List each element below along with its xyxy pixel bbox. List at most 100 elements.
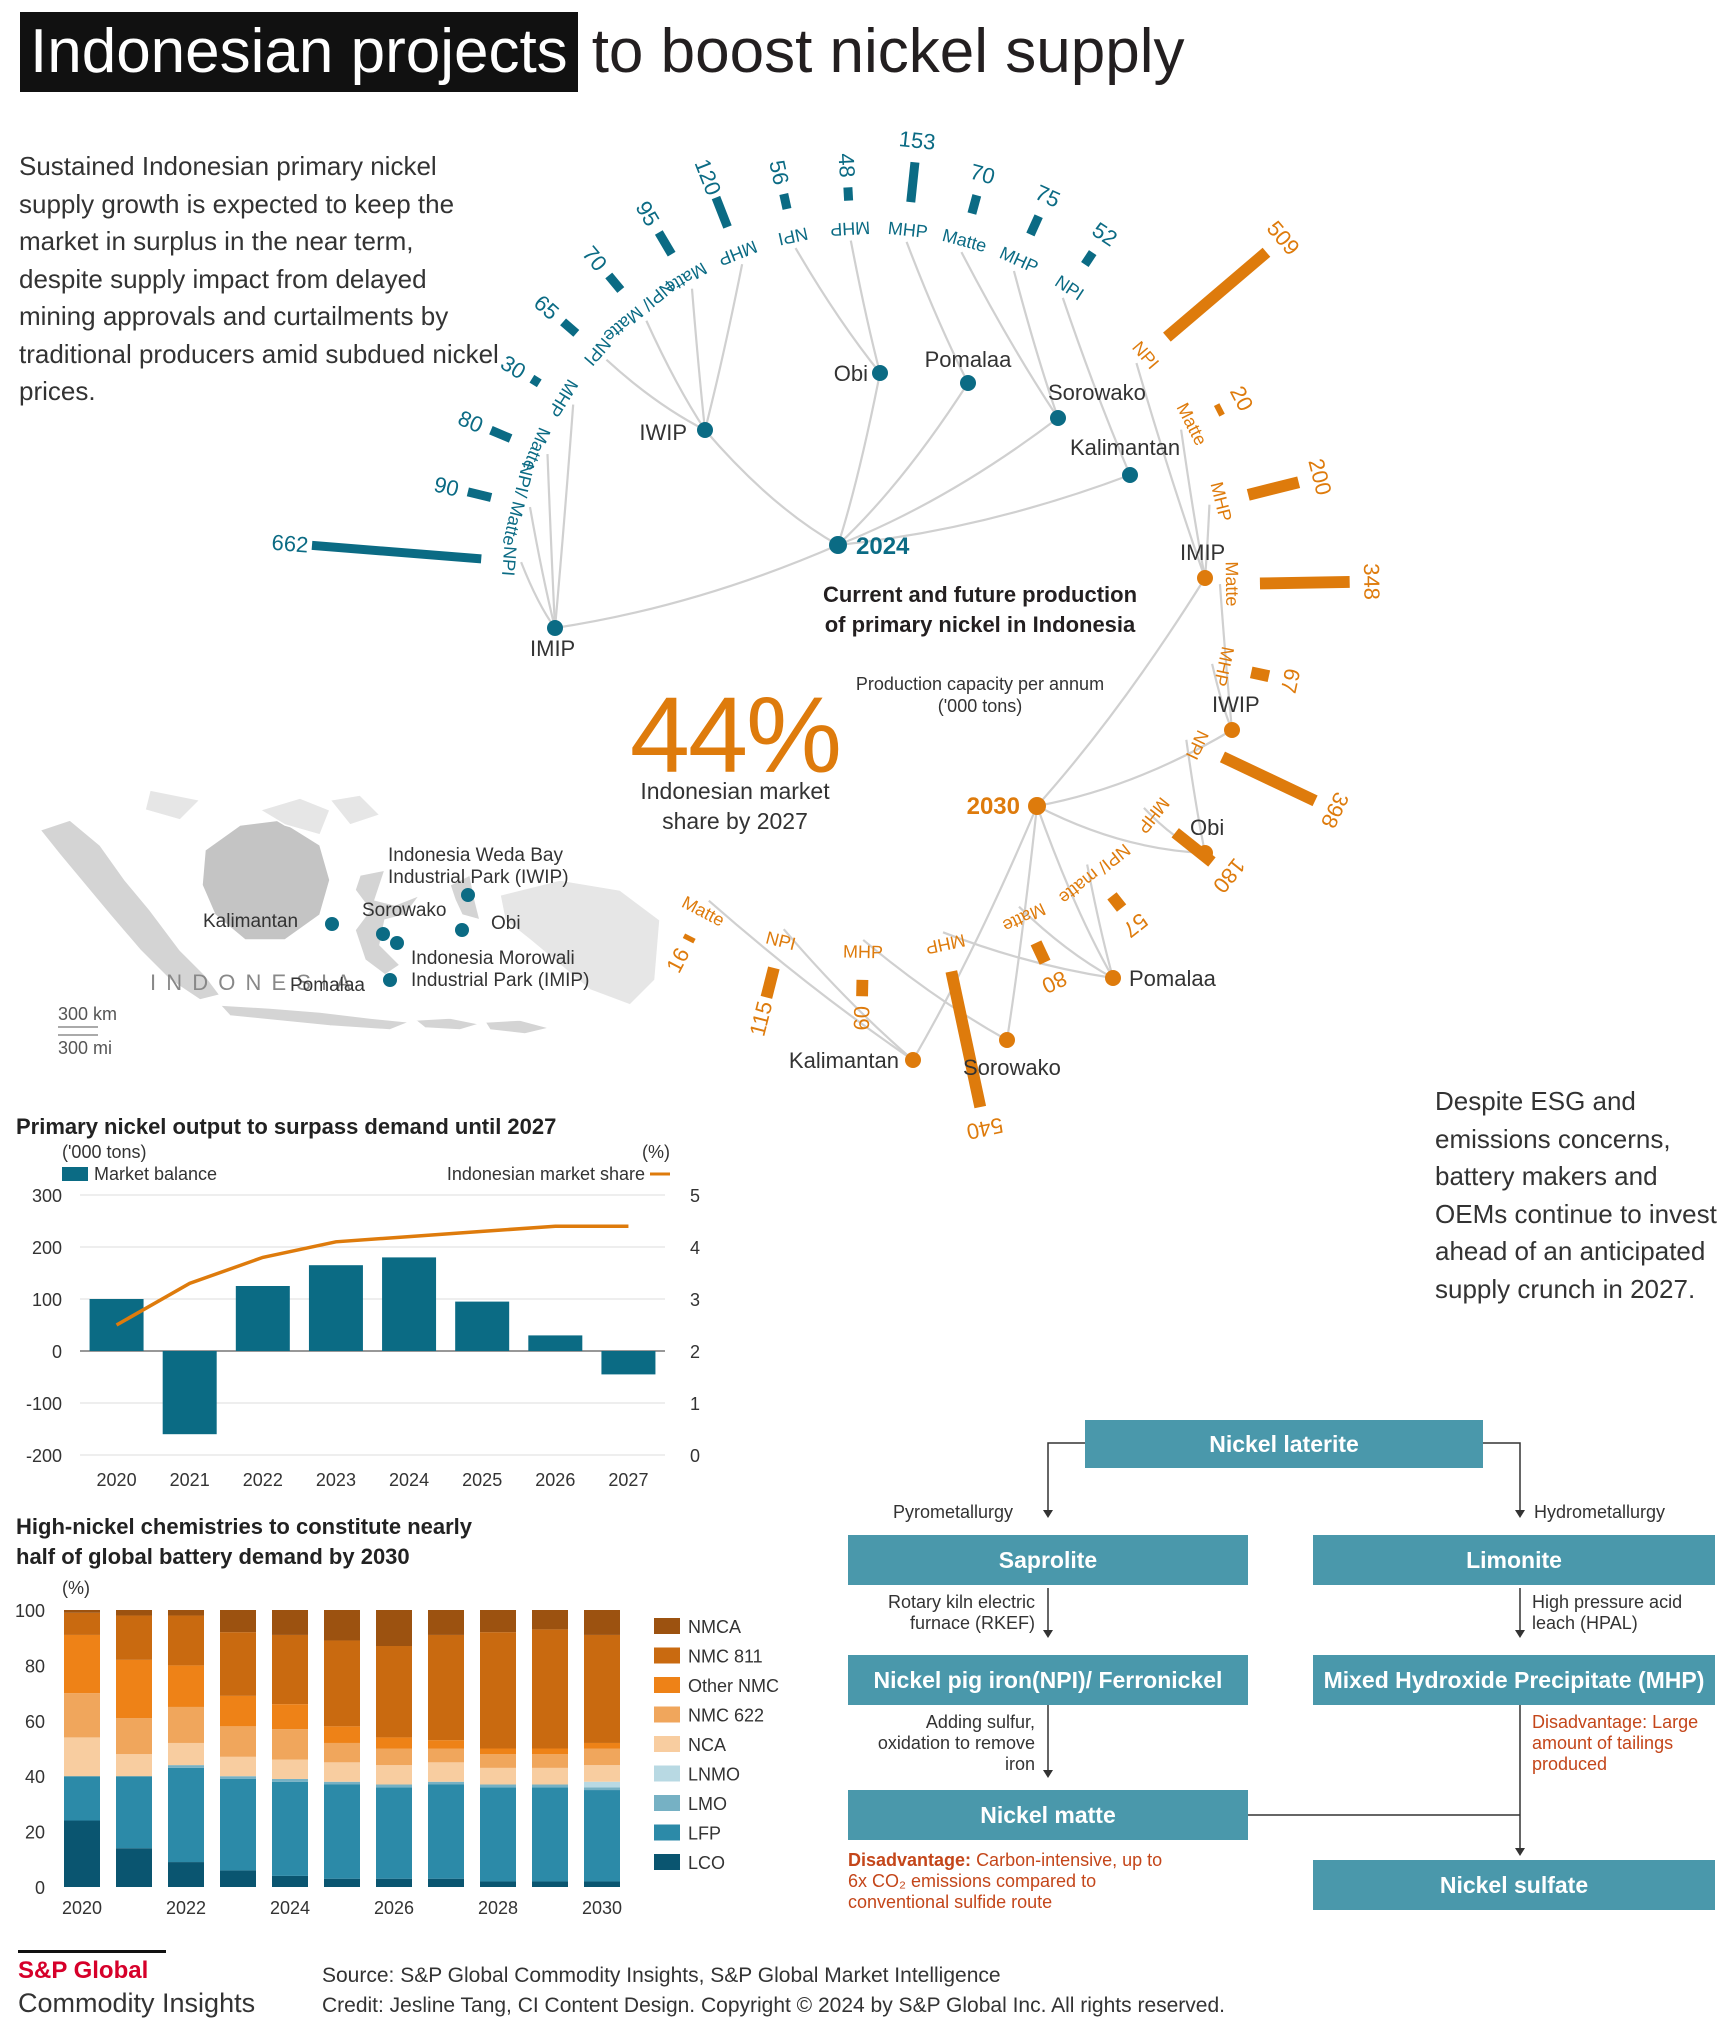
bar-2024-13 bbox=[1081, 250, 1097, 267]
connector-2030-8 bbox=[1018, 905, 1114, 979]
site-link-2030-IWIP bbox=[1036, 729, 1233, 808]
bar-2024-0 bbox=[311, 540, 482, 564]
connector-2024-13 bbox=[1061, 297, 1132, 476]
map-markers bbox=[325, 888, 475, 987]
battery-y-tick-2: 60 bbox=[25, 1712, 45, 1732]
value-label-2030-7: 57 bbox=[1118, 908, 1153, 943]
battery-seg-2030-NMC-811 bbox=[584, 1634, 620, 1743]
battery-seg-2029-LCO bbox=[532, 1881, 568, 1887]
value-label-2024-7: 120 bbox=[690, 155, 727, 198]
battery-seg-2028-NMCA bbox=[480, 1610, 516, 1633]
connector-2024-5 bbox=[645, 320, 706, 431]
y2-tick-3: 20 bbox=[690, 1342, 700, 1362]
map-label-pomalaa: Pomalaa bbox=[290, 975, 365, 996]
site-label-2030-IWIP: IWIP bbox=[1212, 692, 1260, 717]
connector-2030-0 bbox=[1135, 362, 1207, 579]
battery-seg-2025-LCO bbox=[324, 1878, 360, 1887]
bar-group-2024-1: 90 NPI/ Matte bbox=[432, 461, 538, 548]
connector-2024-11 bbox=[960, 251, 1059, 419]
battery-seg-2022-NMC-811 bbox=[168, 1615, 204, 1666]
site-link-2024-Obi bbox=[836, 372, 882, 546]
map-label-imip: Indonesia Morowali Industrial Park (IMIP… bbox=[411, 948, 590, 991]
value-label-2030-2: 200 bbox=[1303, 456, 1336, 498]
type-label-2030-2: MHP bbox=[1206, 480, 1235, 524]
scale-km-label: 300 km bbox=[58, 1004, 117, 1024]
marker-pomalaa bbox=[383, 973, 397, 987]
bar-2030-1 bbox=[1213, 403, 1225, 417]
bar-2024-1 bbox=[466, 487, 493, 502]
battery-seg-2030-LCO bbox=[584, 1881, 620, 1887]
legend-swatch-LFP bbox=[654, 1824, 680, 1841]
battery-seg-2020-NMC-811 bbox=[64, 1612, 100, 1635]
scale-mi-label: 300 mi bbox=[58, 1038, 112, 1058]
site-dot-2030-Pomalaa bbox=[1105, 970, 1121, 986]
x-tick-2027: 2027 bbox=[608, 1470, 648, 1490]
bar-2024-4 bbox=[560, 318, 580, 337]
type-label-2030-11: NPI bbox=[764, 927, 798, 954]
battery-seg-2026-NMC-811 bbox=[376, 1646, 412, 1738]
y-tick-4: -100 bbox=[26, 1394, 62, 1414]
site-label-2024-Obi: Obi bbox=[834, 361, 868, 386]
site-label-2024-Sorowako: Sorowako bbox=[1048, 380, 1146, 405]
type-label-2030-12: Matte bbox=[679, 892, 728, 930]
type-label-2024-13: NPI bbox=[1051, 271, 1087, 304]
battery-seg-2028-LFP bbox=[480, 1787, 516, 1882]
box-mhp: Mixed Hydroxide Precipitate (MHP) bbox=[1313, 1655, 1715, 1705]
mhp-disadvantage: Disadvantage: Large amount of tailings p… bbox=[1532, 1712, 1699, 1774]
box-limonite: Limonite bbox=[1313, 1535, 1715, 1585]
battery-seg-2022-NMC-622 bbox=[168, 1706, 204, 1743]
bar-group-2030-11: 115 NPI bbox=[745, 927, 798, 1039]
connector-2024-0 bbox=[520, 561, 556, 629]
legend-swatch-NMC-811 bbox=[654, 1647, 680, 1664]
battery-seg-2026-LFP bbox=[376, 1787, 412, 1879]
site-dot-2024-IMIP bbox=[547, 620, 563, 636]
box-nickel-laterite: Nickel laterite bbox=[1085, 1420, 1483, 1468]
battery-x-tick-2024: 2024 bbox=[270, 1898, 310, 1918]
battery-seg-2030-Other-NMC bbox=[584, 1742, 620, 1749]
legend-label-share: Indonesian market share bbox=[447, 1164, 645, 1184]
battery-seg-2025-NCA bbox=[324, 1762, 360, 1782]
site-dot-2024-Pomalaa bbox=[960, 375, 976, 391]
balance-bar-2024 bbox=[382, 1257, 437, 1351]
map-label-sorowako: Sorowako bbox=[362, 900, 447, 921]
type-label-2024-12: MHP bbox=[997, 243, 1042, 278]
x-tick-2022: 2022 bbox=[243, 1470, 283, 1490]
site-label-2030-Kalimantan: Kalimantan bbox=[789, 1048, 899, 1073]
battery-seg-2020-Other-NMC bbox=[64, 1634, 100, 1694]
connector-curves bbox=[520, 240, 1234, 1061]
battery-x-tick-2030: 2030 bbox=[582, 1898, 622, 1918]
battery-seg-2024-LCO bbox=[272, 1875, 308, 1887]
connector-2030-1 bbox=[1180, 429, 1207, 579]
bar-2024-12 bbox=[1026, 214, 1043, 237]
marker-obi bbox=[455, 923, 469, 937]
battery-seg-2029-NCA bbox=[532, 1767, 568, 1785]
value-label-2024-5: 70 bbox=[577, 241, 612, 276]
matte-disadvantage: Disadvantage: Carbon-intensive, up to 6x… bbox=[848, 1850, 1178, 1913]
site-label-2024-Kalimantan: Kalimantan bbox=[1070, 435, 1180, 460]
connector-2024-7 bbox=[703, 263, 744, 431]
battery-seg-2026-LMO bbox=[376, 1784, 412, 1788]
bar-group-2024-10: 153 MHP bbox=[887, 126, 937, 242]
y-tick-3: 0 bbox=[52, 1342, 62, 1362]
battery-seg-2022-LCO bbox=[168, 1862, 204, 1887]
value-label-2030-11: 115 bbox=[745, 999, 778, 1039]
site-dot-2030-IWIP bbox=[1224, 722, 1240, 738]
connector-2030-7 bbox=[1086, 864, 1115, 979]
value-label-2030-1: 20 bbox=[1225, 382, 1258, 415]
battery-seg-2023-LMO bbox=[220, 1776, 256, 1779]
legend-swatch-balance bbox=[62, 1167, 88, 1181]
market-balance-chart: Primary nickel output to surpass demand … bbox=[16, 1114, 700, 1490]
site-dot-2030-Sorowako bbox=[999, 1032, 1015, 1048]
label-adding-sulfur: Adding sulfur, oxidation to remove iron bbox=[877, 1712, 1035, 1774]
site-label-2030-IMIP: IMIP bbox=[1180, 540, 1225, 565]
battery-seg-2026-Other-NMC bbox=[376, 1737, 412, 1749]
bar-2024-2 bbox=[489, 426, 513, 443]
value-label-2030-9: 540 bbox=[964, 1113, 1005, 1145]
label-hpal: High pressure acid leach (HPAL) bbox=[1532, 1592, 1683, 1633]
hub-dot-2030 bbox=[1028, 797, 1046, 815]
bar-2024-8 bbox=[779, 193, 792, 210]
battery-seg-2021-NMCA bbox=[116, 1610, 152, 1616]
